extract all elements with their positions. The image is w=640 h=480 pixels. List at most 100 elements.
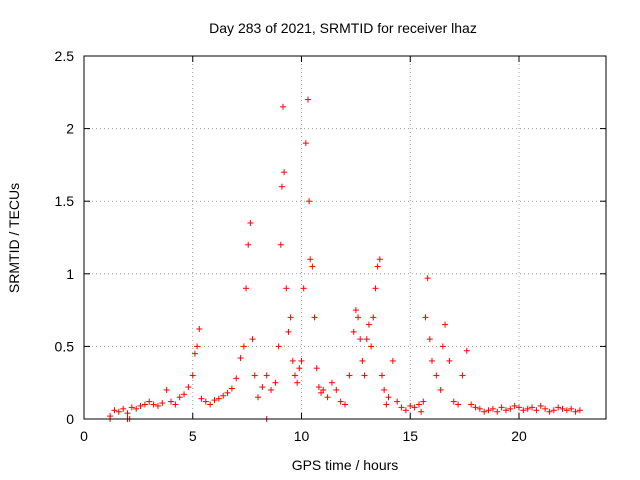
- data-point-marker: [476, 405, 483, 412]
- data-point-marker: [494, 408, 501, 415]
- data-point-marker: [115, 408, 122, 415]
- y-tick-label: 0: [66, 411, 74, 427]
- data-point-marker: [320, 386, 327, 393]
- data-point-marker: [176, 394, 183, 401]
- data-point-marker: [159, 400, 166, 407]
- data-point-marker: [302, 140, 309, 147]
- data-point-marker: [383, 401, 390, 408]
- data-point-marker: [350, 328, 357, 335]
- data-point-marker: [287, 314, 294, 321]
- data-point-marker: [450, 398, 457, 405]
- data-point-marker: [181, 391, 188, 398]
- x-tick-label: 15: [402, 428, 418, 444]
- data-point-marker: [368, 343, 375, 350]
- data-point-marker: [481, 408, 488, 415]
- data-point-marker: [576, 407, 583, 414]
- data-point-marker: [511, 402, 518, 409]
- data-point-marker: [259, 384, 266, 391]
- data-point-marker: [306, 198, 313, 205]
- data-point-marker: [352, 307, 359, 314]
- data-point-marker: [402, 407, 409, 414]
- data-point-marker: [245, 241, 252, 248]
- data-point-marker: [163, 386, 170, 393]
- data-point-marker: [398, 404, 405, 411]
- data-point-marker: [372, 285, 379, 292]
- data-point-marker: [277, 241, 284, 248]
- data-point-marker: [376, 256, 383, 263]
- data-point-marker: [133, 405, 140, 412]
- data-point-marker: [455, 401, 462, 408]
- y-tick-label: 0.5: [55, 338, 75, 354]
- data-point-marker: [378, 372, 385, 379]
- data-point-marker: [240, 343, 247, 350]
- data-point-marker: [228, 385, 235, 392]
- data-point-marker: [124, 410, 131, 417]
- data-point-marker: [363, 336, 370, 343]
- data-point-marker: [498, 404, 505, 411]
- data-point-marker: [194, 343, 201, 350]
- data-point-marker: [280, 103, 287, 110]
- data-point-marker: [220, 392, 227, 399]
- y-tick-label: 1: [66, 266, 74, 282]
- data-point-marker: [141, 401, 148, 408]
- data-point-marker: [502, 407, 509, 414]
- data-point-marker: [357, 336, 364, 343]
- data-point-marker: [542, 405, 549, 412]
- data-point-marker: [429, 357, 435, 364]
- data-point-marker: [268, 386, 275, 393]
- data-point-marker: [309, 263, 316, 270]
- data-point-marker: [439, 343, 446, 350]
- data-point-marker: [411, 404, 418, 411]
- data-point-marker: [385, 394, 392, 401]
- data-point-marker: [446, 357, 453, 364]
- data-point-marker: [572, 408, 579, 415]
- data-point-marker: [489, 405, 496, 412]
- data-point-marker: [207, 401, 214, 408]
- data-point-marker: [275, 343, 282, 350]
- y-tick-label: 1.5: [55, 193, 75, 209]
- y-axis-label: SRMTID / TECUs: [6, 183, 22, 293]
- data-point-marker: [137, 402, 144, 409]
- data-point-marker: [381, 386, 388, 393]
- data-point-marker: [255, 394, 261, 401]
- data-point-marker: [294, 379, 301, 386]
- data-point-marker: [313, 365, 320, 372]
- data-point-marker: [296, 365, 303, 372]
- data-point-marker: [407, 402, 414, 409]
- y-tick-label: 2: [66, 121, 74, 137]
- data-point-marker: [555, 404, 562, 411]
- data-point-marker: [291, 372, 298, 379]
- data-point-marker: [150, 401, 157, 408]
- data-point-marker: [537, 402, 544, 409]
- data-point-marker: [342, 401, 348, 408]
- data-point-marker: [361, 372, 368, 379]
- data-point-marker: [185, 384, 192, 391]
- data-point-marker: [520, 407, 527, 414]
- x-tick-label: 20: [511, 428, 527, 444]
- data-point-marker: [315, 384, 322, 391]
- data-point-marker: [233, 375, 240, 382]
- data-point-marker: [424, 275, 431, 282]
- data-point-marker: [305, 96, 312, 103]
- data-point-marker: [120, 405, 127, 412]
- data-point-marker: [272, 379, 279, 386]
- axis-ticks: [83, 55, 606, 420]
- data-point-marker: [365, 321, 372, 328]
- data-point-marker: [394, 398, 401, 405]
- data-point-marker: [529, 404, 536, 411]
- data-point-marker: [437, 386, 444, 393]
- x-axis-label: GPS time / hours: [292, 457, 399, 473]
- x-tick-labels: 0 5 10 15 20: [80, 428, 527, 444]
- grid-lines: [84, 56, 606, 419]
- data-point-marker: [550, 407, 557, 414]
- data-point-marker: [249, 336, 256, 343]
- data-point-marker: [300, 285, 307, 292]
- data-point-marker: [146, 398, 153, 405]
- data-point-marker: [468, 401, 475, 408]
- data-point-marker: [426, 336, 433, 343]
- data-point-marker: [198, 395, 205, 402]
- data-point-marker: [507, 405, 514, 412]
- data-point-marker: [359, 357, 366, 364]
- data-point-marker: [485, 407, 492, 414]
- x-tick-label: 0: [80, 428, 88, 444]
